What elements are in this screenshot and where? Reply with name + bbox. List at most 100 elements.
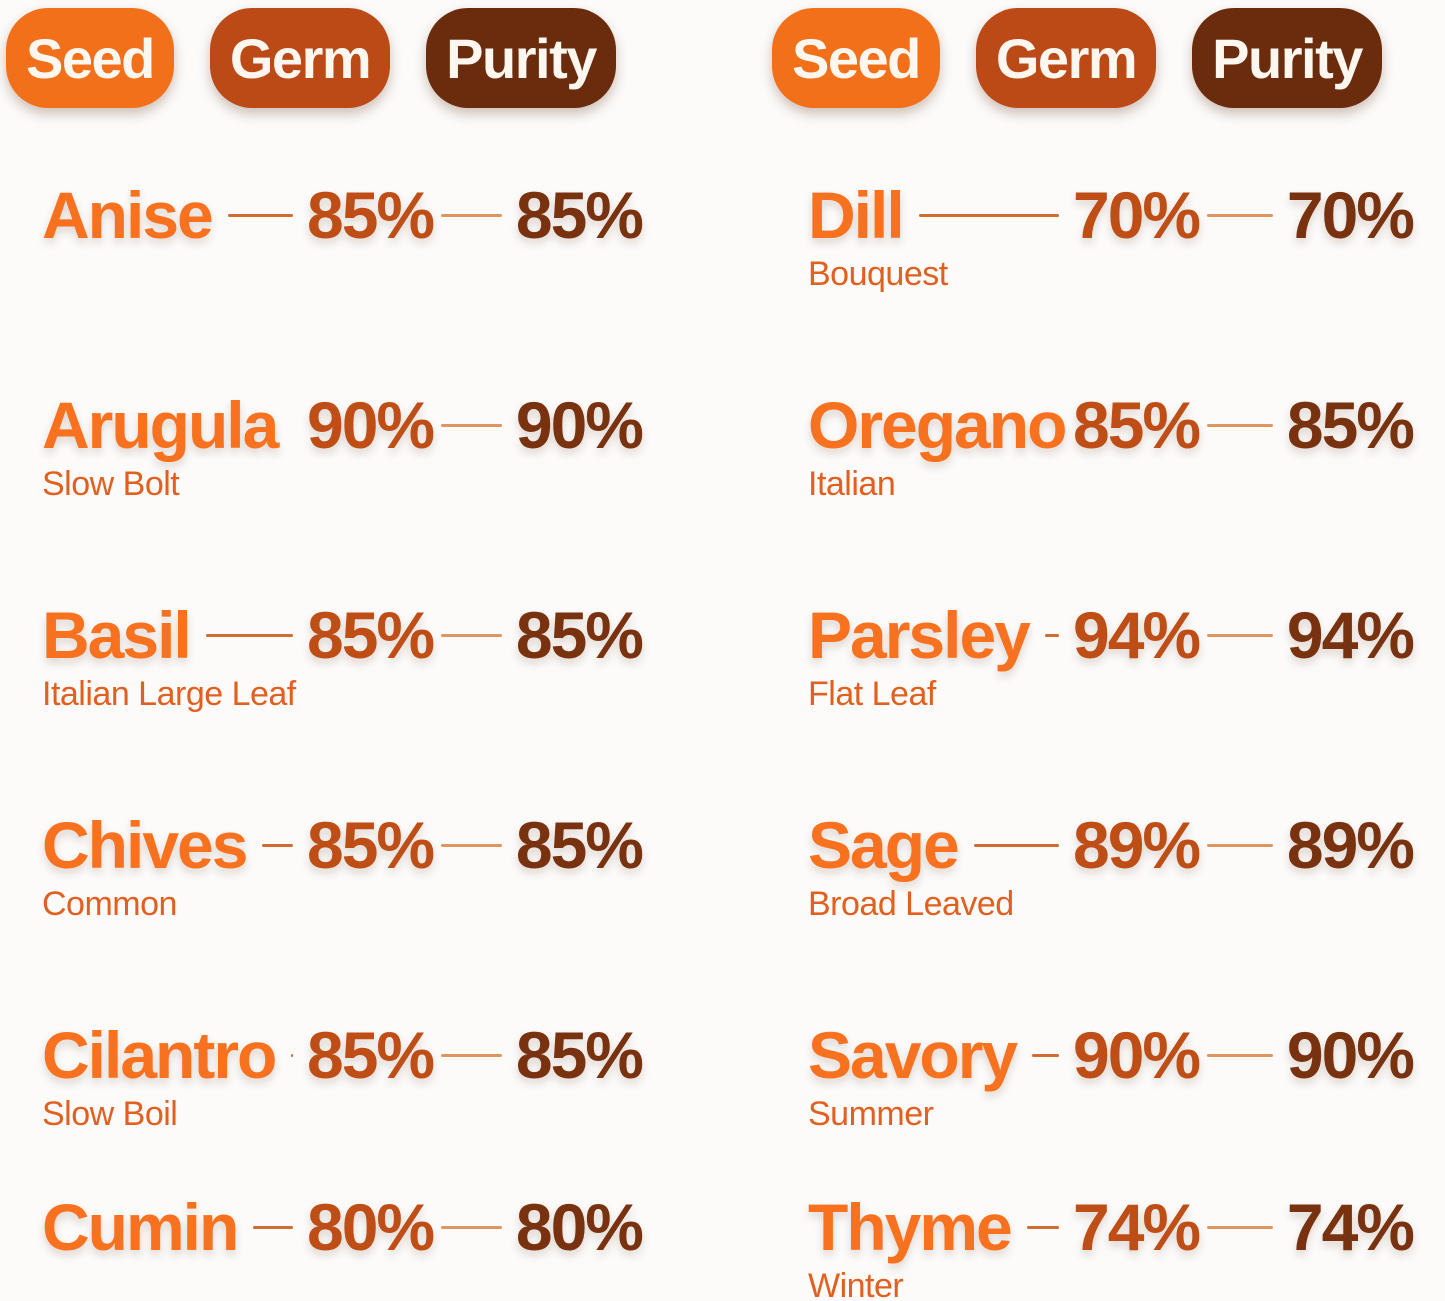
purity-value: 85% (1286, 388, 1415, 462)
seed-name-cell: Cilantro Slow Boil (42, 1020, 307, 1134)
seed-name: Basil (42, 598, 192, 672)
seed-row-oregano: Oregano Italian 85% 85% (808, 388, 1415, 600)
purity-header-badge: Purity (1192, 8, 1382, 108)
purity-value: 89% (1286, 808, 1415, 882)
germ-value: 80% (307, 1190, 435, 1264)
seed-variety: Broad Leaved (808, 885, 1014, 923)
germ-value: 85% (307, 598, 435, 672)
seed-variety: Bouquest (808, 255, 948, 293)
purity-connector-line (1207, 214, 1273, 217)
germ-connector-line (253, 1225, 293, 1229)
purity-value: 90% (515, 388, 644, 462)
germ-header-badge: Germ (975, 8, 1157, 108)
seed-row-dill: Dill Bouquest 70% 70% (808, 178, 1415, 390)
seed-name: Savory (808, 1018, 1018, 1092)
seed-row-arugula: Arugula Slow Bolt 90% 90% (42, 388, 644, 600)
purity-connector-line (441, 634, 502, 637)
seed-name: Oregano (808, 388, 1067, 462)
seed-variety: Slow Boil (42, 1095, 178, 1133)
seed-row-chives: Chives Common 85% 85% (42, 808, 644, 1020)
purity-connector-line (1207, 844, 1273, 847)
purity-connector-line (441, 1226, 502, 1229)
seed-header-label: Seed (26, 26, 155, 90)
purity-connector-line (441, 844, 502, 847)
germ-value: 85% (307, 178, 435, 252)
germ-value: 89% (1073, 808, 1201, 882)
seed-header-badge: Seed (772, 8, 940, 108)
germ-value: 70% (1073, 178, 1201, 252)
seed-name-cell: Dill Bouquest (808, 180, 1073, 294)
purity-value: 85% (515, 598, 644, 672)
seed-name: Chives (42, 808, 248, 882)
seed-variety: Flat Leaf (808, 675, 936, 713)
seed-header-label: Seed (792, 26, 921, 90)
seed-variety: Summer (808, 1095, 934, 1133)
purity-value: 85% (515, 808, 644, 882)
germ-value: 90% (1073, 1018, 1201, 1092)
seed-row-basil: Basil Italian Large Leaf 85% 85% (42, 598, 644, 810)
seed-name-cell: Arugula Slow Bolt (42, 390, 307, 504)
seed-variety: Winter (808, 1267, 904, 1301)
germ-connector-line (1044, 633, 1059, 637)
purity-header-label: Purity (1212, 26, 1363, 90)
purity-header-badge: Purity (426, 8, 616, 108)
seed-name: Dill (808, 178, 905, 252)
germ-value: 74% (1073, 1190, 1201, 1264)
purity-connector-line (441, 1054, 502, 1057)
seed-name-cell: Thyme Winter (808, 1192, 1073, 1301)
seed-row-parsley: Parsley Flat Leaf 94% 94% (808, 598, 1415, 810)
purity-connector-line (1207, 1054, 1273, 1057)
purity-value: 80% (515, 1190, 644, 1264)
purity-header-label: Purity (446, 26, 597, 90)
seed-variety: Slow Bolt (42, 465, 180, 503)
seed-row-savory: Savory Summer 90% 90% (808, 1018, 1415, 1230)
germ-connector-line (1026, 1225, 1059, 1229)
seed-name-cell: Sage Broad Leaved (808, 810, 1073, 924)
germ-connector-line (205, 633, 293, 637)
seed-name: Arugula (42, 388, 279, 462)
seed-header-badge: Seed (6, 8, 174, 108)
germ-connector-line (227, 213, 293, 217)
germ-header-label: Germ (229, 26, 372, 90)
seed-name: Thyme (808, 1190, 1013, 1264)
purity-connector-line (441, 424, 502, 427)
seed-row-anise: Anise 85% 85% (42, 178, 644, 390)
seed-name: Cumin (42, 1190, 239, 1264)
purity-connector-line (441, 214, 502, 217)
germ-value: 85% (1073, 388, 1201, 462)
seed-name-cell: Oregano Italian (808, 390, 1073, 504)
germ-connector-line (918, 213, 1059, 217)
seed-name: Cilantro (42, 1018, 277, 1092)
column-headers-left: Seed Germ Purity (6, 8, 642, 108)
seed-row-sage: Sage Broad Leaved 89% 89% (808, 808, 1415, 1020)
purity-value: 85% (515, 1018, 644, 1092)
seed-name-cell: Basil Italian Large Leaf (42, 600, 307, 714)
purity-value: 90% (1286, 1018, 1415, 1092)
seed-table-left: Seed Germ Purity Anise 85% 85% Arugula (6, 0, 644, 1266)
seed-name: Parsley (808, 598, 1031, 672)
seed-name-cell: Savory Summer (808, 1020, 1073, 1134)
seed-table-right: Seed Germ Purity Dill Bouquest 70% 70% O… (772, 0, 1415, 1301)
purity-connector-line (1207, 424, 1273, 427)
seed-row-cumin: Cumin 80% 80% (42, 1190, 644, 1266)
seed-name: Sage (808, 808, 960, 882)
seed-variety: Common (42, 885, 177, 923)
germ-header-badge: Germ (209, 8, 391, 108)
seed-name-cell: Anise (42, 180, 307, 254)
purity-value: 74% (1286, 1190, 1415, 1264)
germ-value: 94% (1073, 598, 1201, 672)
germ-connector-line (262, 843, 293, 847)
germ-connector-line (973, 843, 1059, 847)
purity-connector-line (1207, 634, 1273, 637)
column-headers-right: Seed Germ Purity (772, 8, 1413, 108)
seed-variety: Italian (808, 465, 896, 503)
purity-connector-line (1207, 1226, 1273, 1229)
purity-value: 94% (1286, 598, 1415, 672)
seed-name-cell: Cumin (42, 1192, 307, 1266)
germ-connector-line (1032, 1053, 1059, 1057)
germ-header-label: Germ (995, 26, 1138, 90)
germ-value: 85% (307, 1018, 435, 1092)
seed-name-cell: Parsley Flat Leaf (808, 600, 1073, 714)
germ-value: 90% (307, 388, 435, 462)
